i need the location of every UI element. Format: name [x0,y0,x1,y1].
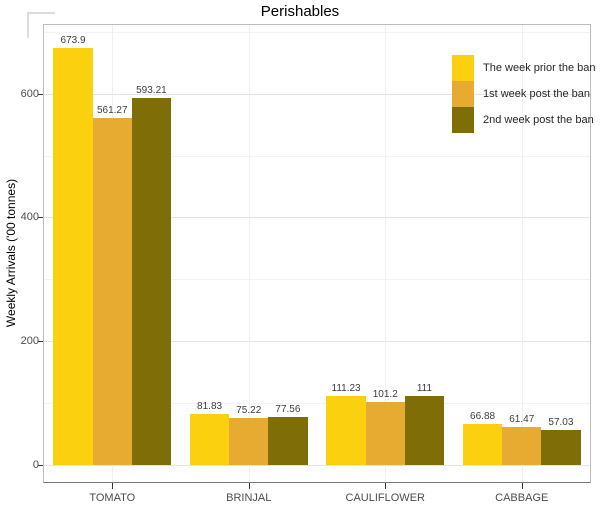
gridline-horizontal [44,31,590,33]
bar-cauliflower-series2 [365,402,405,465]
bar-value-label: 111 [416,383,433,395]
legend-swatch-week-prior-ban [452,55,474,81]
gridline-vertical [248,25,250,482]
gridline-horizontal [44,403,590,405]
legend: The week prior the ban 1st week post the… [452,55,596,133]
plot-panel: 673.9 561.27 593.21 81.83 75.22 77.56 111.23 10… [43,24,591,483]
bar-value-label: 61.47 [509,413,535,425]
x-tick-mark [112,483,114,489]
bar-cabbage-series3 [541,429,581,465]
x-tick-label-brinjal: BRINJAL [226,492,272,504]
bar-value-label: 561.27 [96,104,128,116]
chart-title: Perishables [260,3,340,20]
legend-label: 2nd week post the ban [483,114,594,126]
bar-brinjal-series1 [189,414,230,465]
y-tick-label: 200 [20,335,39,348]
gridline-horizontal [44,279,590,281]
bar-value-label: 77.56 [275,404,301,415]
bar-cauliflower-series3 [404,396,444,465]
y-tick-label: 600 [20,87,39,100]
bar-cabbage-series2 [502,426,542,465]
legend-item: 1st week post the ban [452,81,596,107]
x-tick-label-tomato: TOMATO [89,492,136,504]
y-tick-label: 0 [32,459,39,471]
bar-value-label: 111.23 [331,383,361,395]
y-axis-title: Weekly Arrivals ('00 tonnes) [4,178,18,328]
bar-value-label: 75.22 [236,405,262,417]
x-tick-mark [248,483,250,489]
bar-tomato-series2 [92,117,132,465]
bar-value-label: 593.21 [136,84,167,96]
gridline-vertical [521,25,523,482]
legend-label: 1st week post the ban [483,88,591,100]
bar-value-label: 57.03 [548,416,574,428]
x-tick-label-cabbage: CABBAGE [495,492,549,504]
bar-value-label: 81.83 [197,401,223,413]
bar-brinjal-series2 [229,418,269,465]
y-tick-label: 400 [20,211,39,224]
gridline-horizontal [44,341,590,343]
bar-cabbage-series1 [462,423,503,465]
y-tick-mark [38,465,43,466]
bar-tomato-series1 [53,47,93,465]
bar-value-label: 66.88 [470,410,496,422]
frame-corner-artifact [27,12,55,38]
gridline-horizontal [44,93,590,95]
x-tick-label-cauliflower: CAULIFLOWER [345,492,425,504]
legend-label: The week prior the ban [483,62,596,74]
y-tick-mark [38,93,43,95]
legend-item: 2nd week post the ban [452,107,596,133]
gridline-horizontal [44,465,590,466]
legend-item: The week prior the ban [452,55,596,81]
gridline-vertical [385,25,387,482]
x-tick-mark [521,483,523,489]
legend-swatch-first-week-post-ban [452,81,474,107]
bar-value-label: 101.2 [372,389,398,401]
bar-cauliflower-series1 [326,396,366,465]
gridline-horizontal [44,155,590,157]
legend-swatch-second-week-post-ban [452,107,474,133]
bar-brinjal-series3 [268,417,308,465]
y-tick-mark [38,341,43,343]
y-tick-mark [38,217,43,219]
gridline-horizontal [44,217,590,219]
x-tick-mark [385,483,387,489]
bar-value-label: 673.9 [60,34,86,46]
bar-tomato-series3 [131,97,171,465]
